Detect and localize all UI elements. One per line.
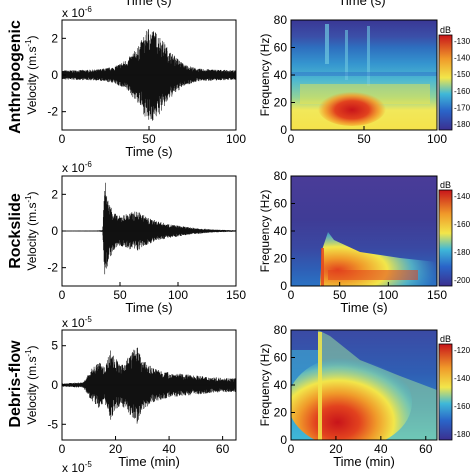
colorbar-tick-label: -200 — [454, 276, 471, 285]
x-axis-label: Time (s) — [125, 144, 172, 159]
y-tick-label: 40 — [274, 224, 288, 238]
x-tick-label: 40 — [162, 442, 176, 456]
y-tick-label: 60 — [274, 41, 288, 55]
y-tick-label: 80 — [274, 169, 288, 183]
y-tick-label: 0 — [51, 224, 58, 238]
colorbar-tick-label: -140 — [454, 192, 471, 201]
top-left-time-label: Time (s) — [124, 0, 171, 8]
x-tick-label: 20 — [109, 442, 123, 456]
bottom-left-exponent: x 10-5 — [62, 460, 92, 474]
colorbar-rockslide: dB — [438, 180, 453, 287]
colorbar-tick-label: -180 — [454, 248, 471, 257]
spectrogram-anthropogenic — [291, 20, 437, 130]
y-tick-label: 80 — [274, 323, 288, 337]
x-tick-label: 40 — [374, 442, 388, 456]
spectrogram-rockslide — [291, 176, 437, 286]
y-tick-label: 2 — [51, 31, 58, 45]
x-axis-label: Time (min) — [333, 454, 395, 469]
y-axis-label: Frequency (Hz) — [258, 344, 272, 427]
y-tick-label: 0 — [280, 279, 287, 293]
waveform-trace — [61, 347, 237, 424]
x-tick-label: 0 — [288, 442, 295, 456]
x-tick-label: 150 — [226, 288, 246, 302]
x-axis-label: Time (s) — [340, 300, 387, 315]
x-tick-label: 50 — [142, 132, 156, 146]
y-tick-label: 40 — [274, 378, 288, 392]
y-tick-label: 80 — [274, 13, 288, 27]
colorbar-unit: dB — [440, 180, 451, 190]
x-tick-label: 0 — [288, 288, 295, 302]
colorbar-tick-label: -150 — [454, 70, 471, 79]
exponent-label: x 10-6 — [62, 5, 92, 20]
x-tick-label: 20 — [329, 442, 343, 456]
x-tick-label: 100 — [168, 288, 188, 302]
colorbar-unit: dB — [440, 334, 451, 344]
exponent-label: x 10-5 — [62, 315, 92, 330]
x-axis-label: Time (s) — [125, 300, 172, 315]
y-tick-label: 60 — [274, 351, 288, 365]
row-label-anthropogenic: Anthropogenic — [7, 20, 24, 134]
x-tick-label: 150 — [427, 288, 447, 302]
waveform-anthropogenic — [61, 29, 237, 121]
y-tick-label: 0 — [280, 433, 287, 447]
y-tick-label: 0 — [51, 378, 58, 392]
x-tick-label: 0 — [288, 132, 295, 146]
colorbar-tick-label: -160 — [454, 87, 471, 96]
colorbar-tick-label: -170 — [454, 103, 471, 112]
colorbar-anthropogenic: dB — [438, 25, 453, 131]
colorbar-tick-label: -140 — [454, 54, 471, 63]
x-tick-label: 50 — [357, 132, 371, 146]
x-axis-label: Time (min) — [118, 454, 180, 469]
x-tick-label: 0 — [59, 132, 66, 146]
x-tick-label: 100 — [378, 288, 398, 302]
y-tick-label: 60 — [274, 197, 288, 211]
x-tick-label: 0 — [59, 288, 66, 302]
y-axis-label: Velocity (m.s-1) — [24, 345, 39, 424]
exponent-label: x 10-6 — [62, 160, 92, 175]
waveform-debris-flow — [61, 347, 237, 424]
x-tick-label: 0 — [59, 442, 66, 456]
x-tick-label: 50 — [113, 288, 127, 302]
colorbar-tick-label: -160 — [454, 402, 471, 411]
y-tick-label: 20 — [274, 252, 288, 266]
colorbar-unit: dB — [440, 25, 451, 35]
y-tick-label: 20 — [274, 406, 288, 420]
row-label-debris-flow: Debris-flow — [7, 340, 24, 428]
top-right-time-label: Time (s) — [338, 0, 385, 8]
x-tick-label: 100 — [427, 132, 447, 146]
y-tick-label: -2 — [47, 261, 58, 275]
colorbar-debris-flow: dB — [438, 334, 453, 441]
waveform-trace — [61, 182, 237, 275]
y-tick-label: -2 — [47, 105, 58, 119]
row-label-rockslide: Rockslide — [7, 193, 24, 269]
y-tick-label: 0 — [51, 68, 58, 82]
colorbar-tick-label: -140 — [454, 374, 471, 383]
spectrogram-debris-flow — [291, 330, 437, 440]
x-tick-label: 50 — [333, 288, 347, 302]
x-tick-label: 100 — [226, 132, 246, 146]
y-axis-label: Velocity (m.s-1) — [24, 191, 39, 270]
colorbar-tick-label: -180 — [454, 120, 471, 129]
x-tick-label: 60 — [419, 442, 433, 456]
y-tick-label: -5 — [47, 417, 58, 431]
y-tick-label: 0 — [280, 123, 287, 137]
y-axis-label: Frequency (Hz) — [258, 34, 272, 117]
y-tick-label: 20 — [274, 96, 288, 110]
y-tick-label: 5 — [51, 339, 58, 353]
waveform-rockslide — [61, 182, 237, 275]
colorbar-tick-label: -130 — [454, 37, 471, 46]
y-axis-label: Frequency (Hz) — [258, 190, 272, 273]
colorbar-tick-label: -120 — [454, 346, 471, 355]
y-axis-label: Velocity (m.s-1) — [24, 35, 39, 114]
colorbar-tick-label: -180 — [454, 430, 471, 439]
x-tick-label: 60 — [216, 442, 230, 456]
colorbar-tick-label: -160 — [454, 220, 471, 229]
y-tick-label: 2 — [51, 187, 58, 201]
y-tick-label: 40 — [274, 68, 288, 82]
